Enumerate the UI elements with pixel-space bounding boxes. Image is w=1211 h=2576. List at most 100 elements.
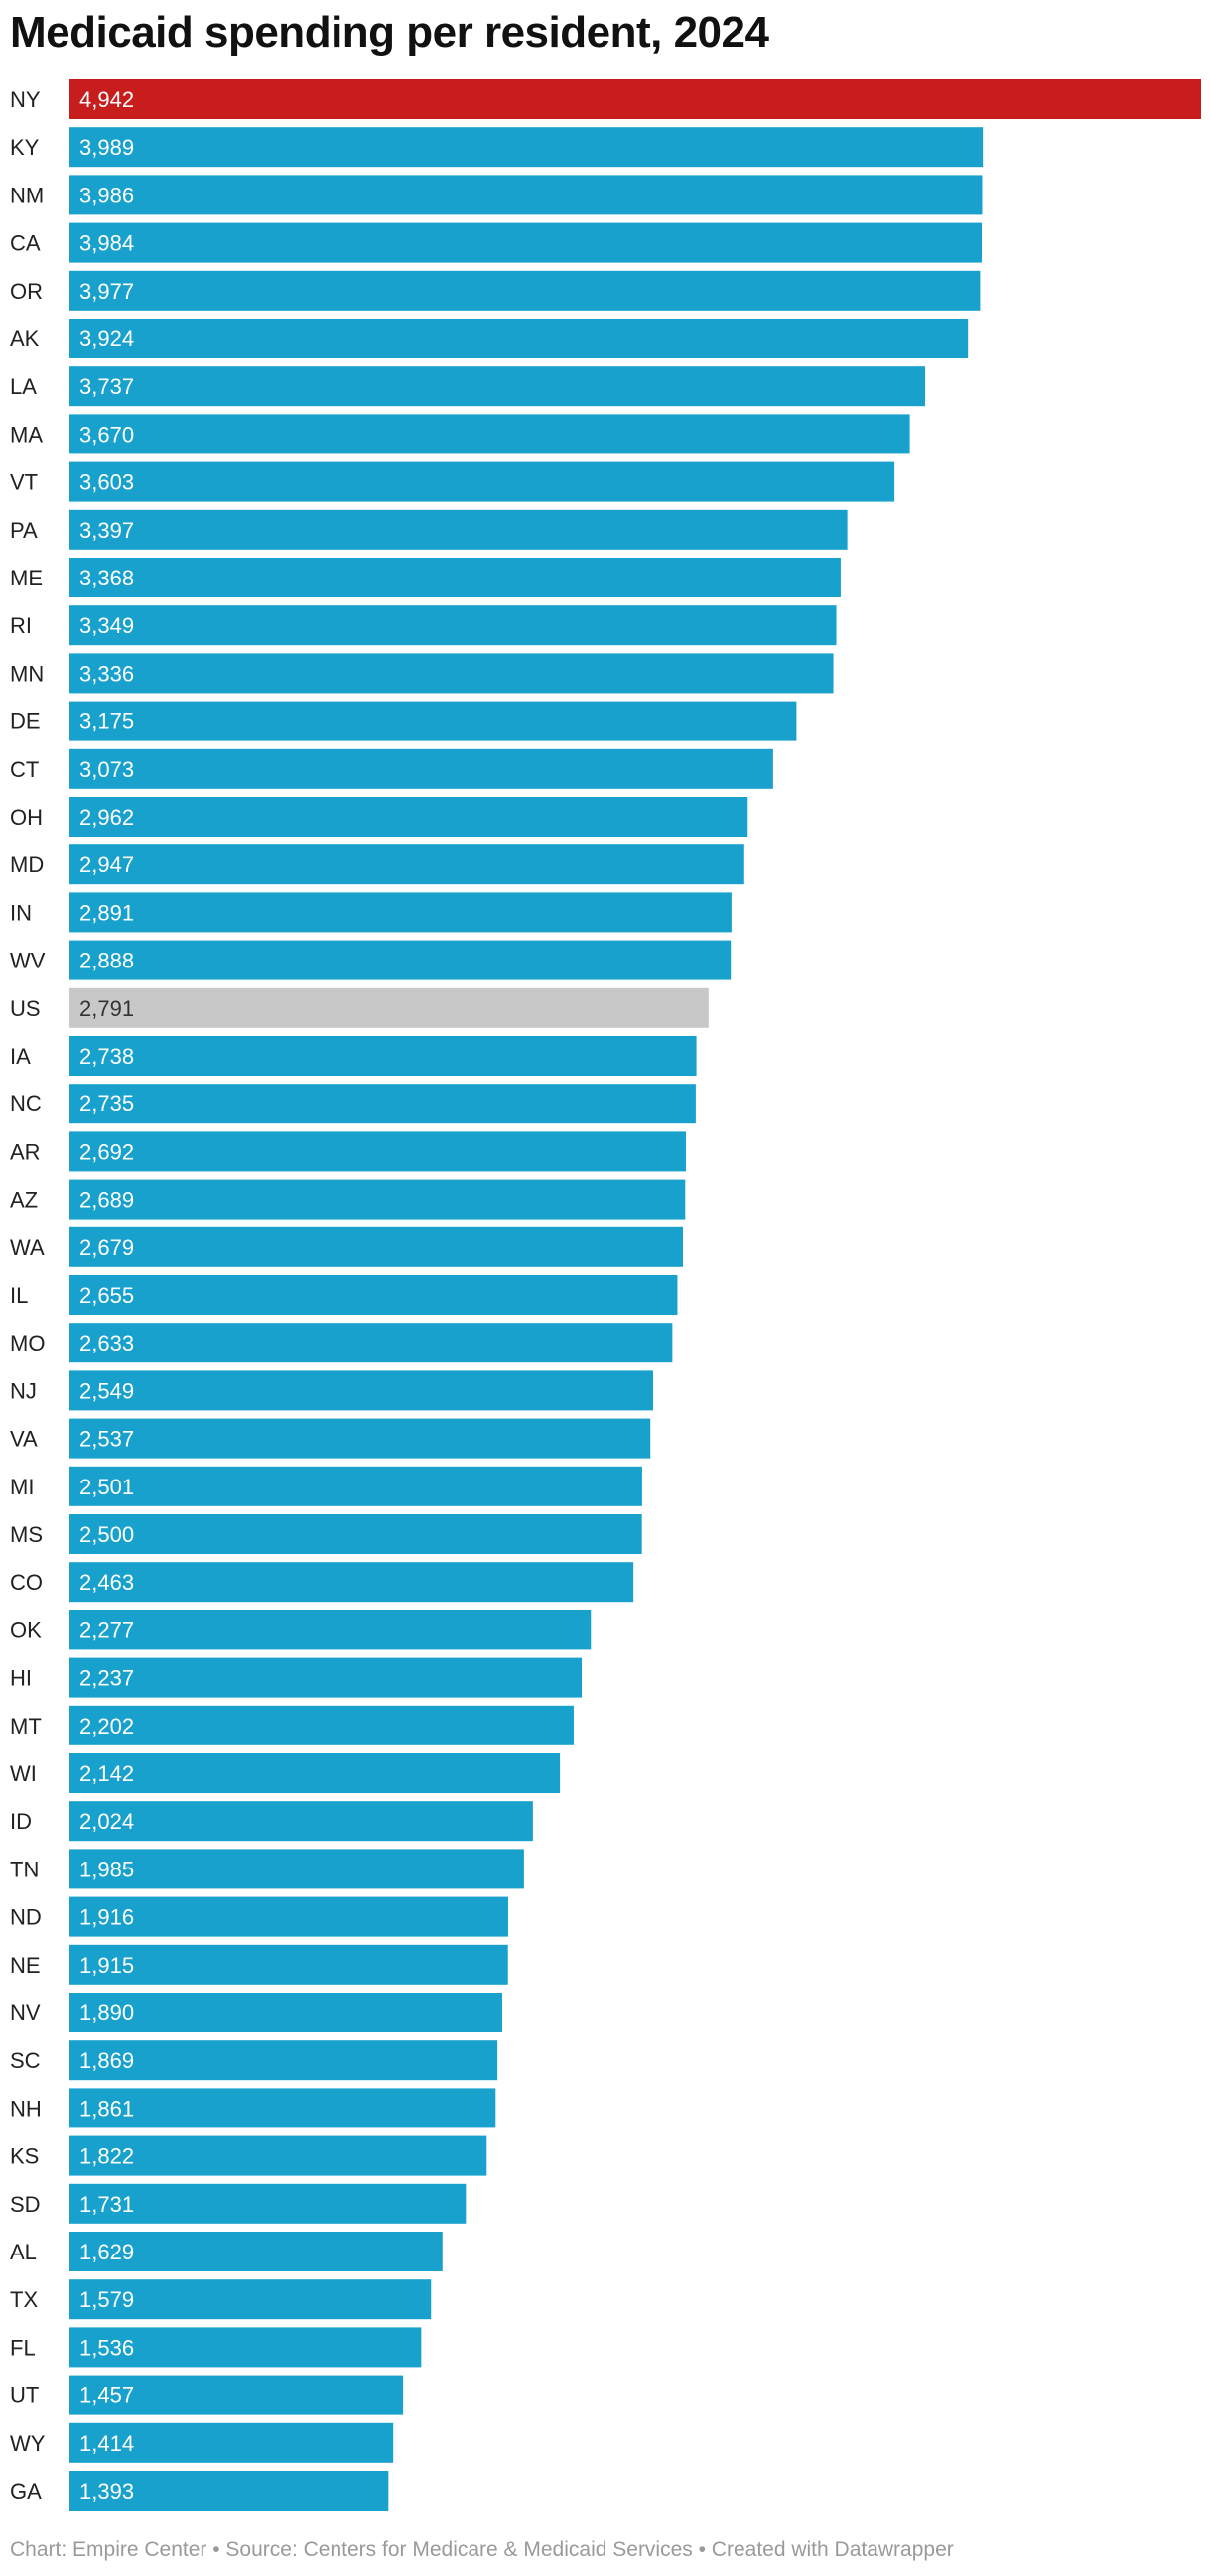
value-label-wv: 2,888: [79, 949, 134, 973]
bar-wv: [69, 940, 732, 980]
value-label-oh: 2,962: [79, 805, 134, 830]
bar-la: [69, 366, 926, 407]
bar-mn: [69, 653, 834, 694]
bar-mo: [69, 1323, 673, 1363]
value-label-de: 3,175: [79, 709, 134, 734]
value-label-ny: 4,942: [79, 87, 134, 112]
bar-nv: [69, 1993, 502, 2032]
category-label-wa: WA: [10, 1235, 45, 1260]
bar-al: [69, 2232, 443, 2271]
category-label-wi: WI: [10, 1761, 37, 1786]
value-label-mn: 3,336: [79, 661, 134, 686]
value-label-ut: 1,457: [79, 2383, 134, 2408]
bar-nc: [69, 1084, 696, 1124]
category-label-pa: PA: [10, 518, 38, 543]
bar-me: [69, 558, 841, 597]
bar-nd: [69, 1896, 508, 1937]
value-label-ma: 3,670: [79, 422, 134, 447]
category-label-sd: SD: [10, 2192, 41, 2217]
bar-wy: [69, 2422, 394, 2463]
category-label-ms: MS: [10, 1522, 43, 1547]
category-label-nh: NH: [10, 2096, 42, 2121]
bar-wi: [69, 1753, 561, 1793]
category-label-ak: AK: [10, 326, 40, 351]
value-label-ok: 2,277: [79, 1617, 134, 1642]
value-label-co: 2,463: [79, 1570, 134, 1595]
category-label-az: AZ: [10, 1188, 38, 1213]
category-label-md: MD: [10, 852, 44, 877]
bar-va: [69, 1418, 651, 1459]
category-label-ok: OK: [10, 1617, 42, 1642]
bar-ky: [69, 127, 984, 168]
value-label-hi: 2,237: [79, 1666, 134, 1691]
value-label-me: 3,368: [79, 566, 134, 590]
category-label-fl: FL: [10, 2335, 36, 2360]
bar-nj: [69, 1370, 653, 1411]
category-label-mo: MO: [10, 1331, 45, 1355]
bar-ca: [69, 222, 983, 263]
category-label-ar: AR: [10, 1139, 41, 1164]
value-label-mi: 2,501: [79, 1475, 134, 1499]
category-label-ut: UT: [10, 2383, 39, 2408]
bar-co: [69, 1562, 634, 1603]
category-label-ma: MA: [10, 422, 43, 447]
value-label-mt: 2,202: [79, 1714, 134, 1739]
category-label-ga: GA: [10, 2479, 42, 2504]
bar-ks: [69, 2135, 487, 2176]
value-label-nd: 1,916: [79, 1905, 134, 1930]
category-label-ky: KY: [10, 135, 40, 160]
value-label-ri: 3,349: [79, 613, 134, 638]
category-label-wv: WV: [10, 949, 46, 973]
category-label-id: ID: [10, 1809, 32, 1834]
value-label-il: 2,655: [79, 1283, 134, 1308]
category-label-ny: NY: [10, 87, 41, 112]
category-label-hi: HI: [10, 1666, 32, 1691]
bar-tx: [69, 2279, 432, 2320]
category-label-de: DE: [10, 709, 41, 734]
value-label-ga: 1,393: [79, 2479, 134, 2504]
bar-tn: [69, 1849, 524, 1889]
category-label-in: IN: [10, 900, 32, 925]
value-label-va: 2,537: [79, 1427, 134, 1452]
bar-ga: [69, 2471, 389, 2511]
category-label-mt: MT: [10, 1714, 42, 1739]
bar-in: [69, 892, 732, 933]
bar-us: [69, 987, 709, 1028]
category-label-co: CO: [10, 1570, 43, 1595]
value-label-wy: 1,414: [79, 2431, 134, 2456]
bar-mi: [69, 1466, 642, 1506]
value-label-ia: 2,738: [79, 1044, 134, 1069]
value-label-ks: 1,822: [79, 2144, 134, 2169]
value-label-ct: 3,073: [79, 757, 134, 782]
bar-or: [69, 270, 981, 311]
category-label-me: ME: [10, 566, 43, 590]
category-label-ct: CT: [10, 757, 39, 782]
value-label-ne: 1,915: [79, 1953, 134, 1978]
bar-ar: [69, 1131, 686, 1172]
bar-fl: [69, 2327, 422, 2368]
bar-sd: [69, 2183, 467, 2224]
category-label-nc: NC: [10, 1092, 42, 1116]
category-label-nv: NV: [10, 2000, 41, 2025]
value-label-tx: 1,579: [79, 2287, 134, 2312]
value-label-la: 3,737: [79, 374, 134, 399]
value-label-id: 2,024: [79, 1809, 134, 1834]
category-label-mn: MN: [10, 661, 44, 686]
value-label-wi: 2,142: [79, 1761, 134, 1786]
bar-ne: [69, 1944, 508, 1985]
bar-wa: [69, 1226, 683, 1267]
bar-pa: [69, 509, 848, 550]
category-label-ca: CA: [10, 231, 41, 256]
category-label-ia: IA: [10, 1044, 31, 1069]
value-label-or: 3,977: [79, 279, 134, 304]
bar-ma: [69, 414, 910, 454]
category-label-mi: MI: [10, 1475, 34, 1499]
bar-ut: [69, 2375, 404, 2415]
bar-ia: [69, 1036, 697, 1076]
value-label-ar: 2,692: [79, 1139, 134, 1164]
value-label-al: 1,629: [79, 2240, 134, 2264]
value-label-az: 2,689: [79, 1188, 134, 1213]
value-label-md: 2,947: [79, 852, 134, 877]
category-label-la: LA: [10, 374, 37, 399]
bar-id: [69, 1801, 533, 1842]
